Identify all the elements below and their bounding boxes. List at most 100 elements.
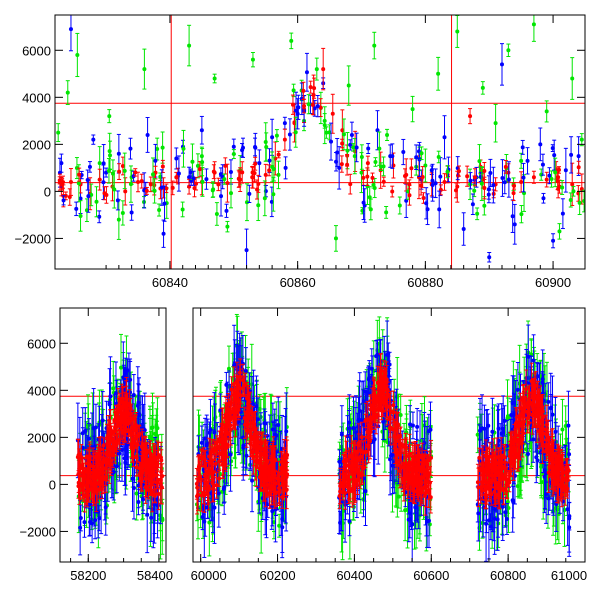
bottom-y-tick-label: 0 <box>49 477 56 492</box>
red-data-point <box>570 182 575 187</box>
blue-data-point <box>228 169 233 174</box>
red-data-point <box>442 179 447 184</box>
top-y-tick-label: −2000 <box>14 231 51 246</box>
red-data-point <box>576 165 581 170</box>
blue-data-point <box>512 222 517 227</box>
bottom-x-tick-label: 58200 <box>70 568 106 583</box>
red-data-point <box>216 182 221 187</box>
green-data-point <box>119 365 124 370</box>
green-data-point <box>322 123 327 128</box>
red-data-point <box>147 458 152 463</box>
blue-data-point <box>200 514 205 519</box>
red-data-point <box>97 177 102 182</box>
red-data-point <box>482 186 487 191</box>
blue-data-point <box>499 62 504 67</box>
blue-data-point <box>276 423 281 428</box>
blue-data-point <box>244 248 249 253</box>
blue-data-point <box>468 178 473 183</box>
red-data-point <box>153 455 158 460</box>
blue-data-point <box>312 106 317 111</box>
blue-data-point <box>255 417 260 422</box>
blue-data-point <box>541 196 546 201</box>
blue-data-point <box>188 170 193 175</box>
blue-data-point <box>470 202 475 207</box>
red-data-point <box>453 188 458 193</box>
green-data-point <box>157 208 162 213</box>
green-data-point <box>479 181 484 186</box>
blue-data-point <box>100 418 105 423</box>
red-data-point <box>112 425 117 430</box>
green-data-point <box>324 130 329 135</box>
blue-data-point <box>159 185 164 190</box>
green-data-point <box>226 366 231 371</box>
green-data-point <box>116 217 121 222</box>
red-data-point <box>120 430 125 435</box>
green-data-point <box>480 85 485 90</box>
blue-data-point <box>216 491 221 496</box>
red-data-point <box>267 168 272 173</box>
green-data-point <box>346 83 351 88</box>
green-data-point <box>579 137 584 142</box>
blue-data-point <box>284 429 289 434</box>
blue-data-point <box>199 440 204 445</box>
red-data-point <box>330 111 335 116</box>
green-data-point <box>341 132 346 137</box>
green-data-point <box>56 130 61 135</box>
red-data-point <box>255 187 260 192</box>
blue-data-point <box>149 515 154 520</box>
red-data-point <box>109 458 114 463</box>
red-data-point <box>78 481 83 486</box>
bottom-y-tick-label: 6000 <box>27 336 56 351</box>
blue-data-point <box>141 497 146 502</box>
red-data-point <box>381 179 386 184</box>
blue-data-point <box>502 180 507 185</box>
blue-data-point <box>204 177 209 182</box>
red-data-point <box>164 186 169 191</box>
blue-data-point <box>506 177 511 182</box>
blue-data-point <box>525 158 530 163</box>
bottom-x-tick-label: 60600 <box>413 568 449 583</box>
green-data-point <box>187 43 192 48</box>
green-data-point <box>155 147 160 152</box>
green-data-point <box>150 437 155 442</box>
green-data-point <box>371 183 376 188</box>
green-data-point <box>557 229 562 234</box>
bottom-x-tick-label: 60800 <box>490 568 526 583</box>
blue-data-point <box>354 145 359 150</box>
green-data-point <box>455 29 460 34</box>
red-data-point <box>99 477 104 482</box>
blue-data-point <box>547 173 552 178</box>
blue-data-point <box>174 156 179 161</box>
blue-data-point <box>576 154 581 159</box>
bottom-x-tick-label: 60400 <box>336 568 372 583</box>
green-data-point <box>519 158 524 163</box>
bottom-y-tick-labels: −2000 0 2000 4000 6000 <box>19 336 56 539</box>
green-data-point <box>577 200 582 205</box>
red-data-point <box>556 186 561 191</box>
green-data-point <box>97 161 102 166</box>
blue-data-point <box>57 170 62 175</box>
green-data-point <box>158 174 163 179</box>
green-data-point <box>306 102 311 107</box>
red-data-point <box>86 489 91 494</box>
green-data-point <box>214 211 219 216</box>
top-x-tick-label: 60900 <box>535 275 571 290</box>
red-data-point <box>137 466 142 471</box>
red-data-point <box>348 182 353 187</box>
red-data-point <box>132 427 137 432</box>
red-data-point <box>194 181 199 186</box>
red-data-point <box>511 191 516 196</box>
red-data-point <box>302 104 307 109</box>
red-data-point <box>68 179 73 184</box>
red-data-point <box>67 195 72 200</box>
green-data-point <box>367 195 372 200</box>
red-data-point <box>77 456 82 461</box>
green-data-point <box>384 210 389 215</box>
green-data-point <box>274 133 279 138</box>
blue-data-point <box>86 194 91 199</box>
red-data-point <box>419 183 424 188</box>
top-y-tick-labels: −2000 0 2000 4000 6000 <box>14 43 51 246</box>
green-data-point <box>568 197 573 202</box>
blue-data-point <box>294 108 299 113</box>
